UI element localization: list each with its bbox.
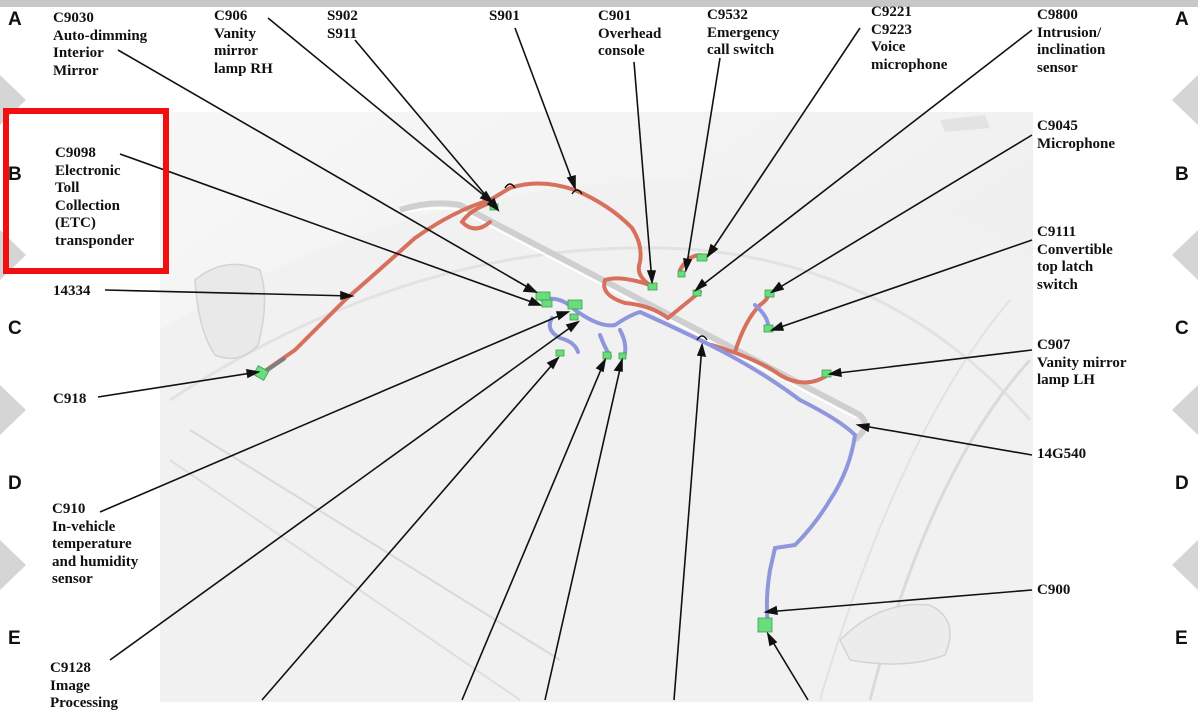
label-c9800: C9800 Intrusion/ inclination sensor [1037,7,1106,76]
label-c907: C907 Vanity mirror lamp LH [1037,337,1127,388]
label-c9111: C9111 Convertible top latch switch [1037,224,1113,293]
grid-row-d-right: D [1175,473,1189,494]
grid-row-b-left: B [8,164,22,185]
label-14g540: 14G540 [1037,446,1087,462]
label-c901: C901 Overhead console [598,8,662,59]
label-14334: 14334 [53,283,91,299]
splice-markers [504,183,708,341]
grid-row-d-left: D [8,473,22,494]
grid-row-c-left: C [8,318,22,339]
grid-row-b-right: B [1175,164,1189,185]
label-c9532: C9532 Emergency call switch [707,7,780,58]
label-c9128: C9128 Image Processing [50,660,119,711]
label-s902-s911: S902 S911 [327,8,358,42]
grid-row-e-left: E [8,628,21,649]
grid-row-e-right: E [1175,628,1188,649]
grid-row-a-left: A [8,9,22,30]
label-c910: C910 In-vehicle temperature and humidity… [52,501,139,587]
grid-row-a-right: A [1175,9,1189,30]
leader-lines [97,17,1033,701]
label-c900: C900 [1037,582,1071,598]
label-c9045: C9045 Microphone [1037,118,1116,152]
label-c9221-c9223: C9221 C9223 Voice microphone [871,4,948,73]
label-c9030: C9030 Auto-dimming Interior Mirror [53,10,148,79]
label-s901: S901 [489,8,520,24]
label-c918: C918 [53,391,87,407]
label-c9098: C9098 Electronic Toll Collection (ETC) t… [55,145,135,249]
top-bar [0,0,1198,7]
car-body-illustration [160,112,1033,703]
grid-row-c-right: C [1175,318,1189,339]
highlight-box [3,108,169,274]
label-c906: C906 Vanity mirror lamp RH [214,8,273,77]
